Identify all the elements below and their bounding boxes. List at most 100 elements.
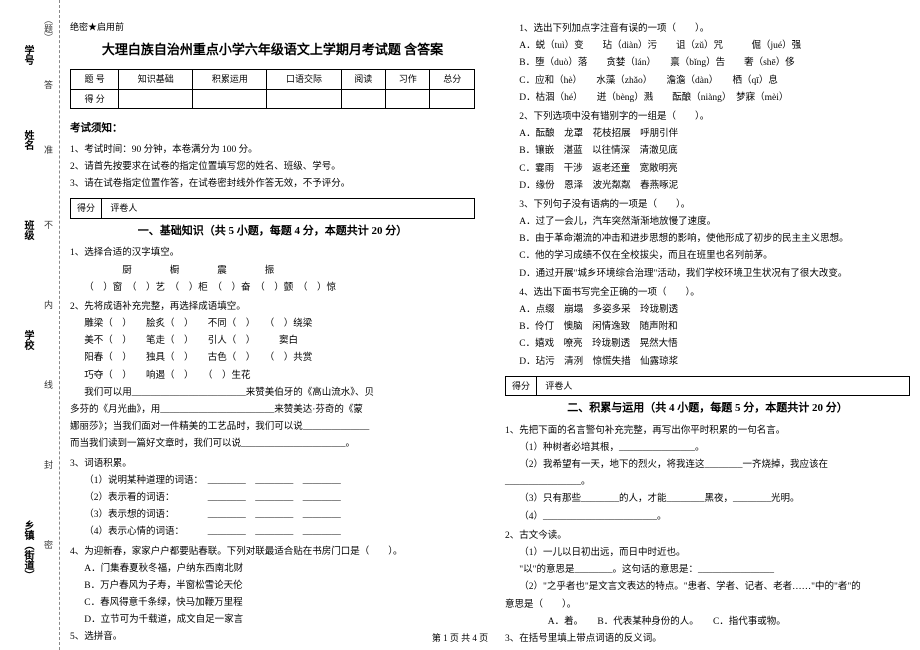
th: 总分	[430, 70, 475, 89]
p2q1-stem: 1、先把下面的名言警句补充完整，再写出你平时积累的一句名言。	[505, 424, 910, 439]
rq2-opt: C．霎雨 干涉 返老还童 宽敞明亮	[505, 162, 910, 177]
rq3-stem: 3、下列句子没有语病的一项是（ ）。	[505, 198, 910, 213]
rq2-opt: D．缘份 恩泽 波光粼粼 春燕啄泥	[505, 179, 910, 194]
rq1-opt: D．枯涸（hé） 迸（bèng）溅 酝酿（niàng） 梦寐（mèi）	[505, 91, 910, 106]
bind-mark: 内	[42, 300, 55, 309]
rq4-opt: D．玷污 清洌 惊慌失措 仙露琼浆	[505, 355, 910, 370]
r-q1: 1、选出下列加点字注音有误的一项（ ）。 A．蜕（tuì）变 玷（diàn）污 …	[505, 20, 910, 108]
rq1-opt: B．堕（duò）落 贪婪（lán） 禀（bǐng）告 奢（shē）侈	[505, 56, 910, 71]
exam-title: 大理白族自治州重点小学六年级语文上学期月考试题 含答案	[70, 40, 475, 61]
bind-mark: 答	[42, 80, 55, 89]
q1-stem: 1、选择合适的汉字填空。	[70, 246, 475, 261]
bind-label: 姓名	[20, 130, 35, 150]
q2-l: 雕梁（ ） 脍炙（ ） 不同（ ） （ ）绕梁	[70, 317, 475, 332]
rq1-stem: 1、选出下列加点字注音有误的一项（ ）。	[505, 22, 910, 37]
part1-title: 一、基础知识（共 5 小题，每题 4 分，本题共计 20 分）	[70, 223, 475, 241]
q2-l: 巧夺（ ） 响遏（ ） （ ）生花	[70, 369, 475, 384]
rq3-opt: A．过了一会儿，汽车突然渐渐地放慢了速度。	[505, 215, 910, 230]
th: 知识基础	[119, 70, 193, 89]
q3: 3、词语积累。 （1）说明某种道理的词语： ________ ________ …	[70, 455, 475, 543]
th: 题 号	[71, 70, 119, 89]
binding-strip: 学号 姓名 班级 学校 乡镇（街道） （题） 答 准 不 内 线 封 密	[0, 0, 60, 650]
q4-opt: C．春风得意千条绿，快马加鞭万里程	[70, 596, 475, 611]
bind-label: 班级	[20, 220, 35, 240]
q2-l: 美不（ ） 笔走（ ） 引人（ ） 窦白	[70, 334, 475, 349]
notice-line: 2、请首先按要求在试卷的指定位置填写您的姓名、班级、学号。	[70, 160, 475, 175]
q3-l: （1）说明某种道理的词语： ________ ________ ________	[70, 474, 475, 489]
q4-stem: 4、为迎新春，家家户户都要贴春联。下列对联最适合贴在书房门口是（ ）。	[70, 545, 475, 560]
td-blank	[119, 89, 193, 108]
rq4-opt: A．点缀 崩塌 多姿多采 玲珑剔透	[505, 303, 910, 318]
rq1-opt: C．应和（hè） 水藻（zhǎo） 澹澹（dàn） 栖（qī）息	[505, 74, 910, 89]
td-label: 得 分	[71, 89, 119, 108]
p2q1-l: （3）只有那些________的人，才能________黑夜，________光…	[505, 492, 910, 507]
q2-t: 多芬的《月光曲》，用________________________来赞美达·芬…	[70, 403, 475, 418]
q2-t: 娜丽莎》；当我们面对一件精美的工艺品时，我们可以说______________	[70, 420, 475, 435]
notice-block: 1、考试时间：90 分钟，本卷满分为 100 分。 2、请首先按要求在试卷的指定…	[70, 141, 475, 195]
td-blank	[430, 89, 475, 108]
scorebox-c1: 得分	[506, 377, 537, 395]
td-blank	[193, 89, 267, 108]
scorebox-c2: 评卷人	[539, 377, 602, 395]
p2q2-stem: 2、古文今读。	[505, 529, 910, 544]
r-q2: 2、下列选项中没有错别字的一组是（ ）。 A．酝酿 龙罩 花枝招展 呼朋引伴 B…	[505, 108, 910, 196]
q4: 4、为迎新春，家家户户都要贴春联。下列对联最适合贴在书房门口是（ ）。 A．门集…	[70, 543, 475, 631]
page-footer: 第 1 页 共 4 页	[0, 631, 920, 644]
page-columns: 绝密★启用前 大理白族自治州重点小学六年级语文上学期月考试题 含答案 题 号 知…	[70, 20, 910, 625]
bind-label: 学号	[20, 45, 35, 65]
secret-label: 绝密★启用前	[70, 20, 475, 34]
q3-stem: 3、词语积累。	[70, 457, 475, 472]
score-mini-box-2: 得分 评卷人	[505, 376, 910, 396]
bind-mark: 准	[42, 145, 55, 154]
rq2-stem: 2、下列选项中没有错别字的一组是（ ）。	[505, 110, 910, 125]
bind-mark: 密	[42, 540, 55, 549]
scorebox-c2: 评卷人	[104, 199, 167, 217]
td-blank	[341, 89, 385, 108]
score-table: 题 号 知识基础 积累运用 口语交际 阅读 习作 总分 得 分	[70, 69, 475, 109]
notice-line: 3、请在试卷指定位置作答，在试卷密封线外作答无效，不予评分。	[70, 177, 475, 192]
scorebox-c1: 得分	[71, 199, 102, 217]
rq4-opt: B．伶仃 懊脑 闲情逸致 随声附和	[505, 320, 910, 335]
q2-stem: 2、先将成语补充完整，再选择成语填空。	[70, 300, 475, 315]
p2q2-opts: A．着。 B．代表某种身份的人。 C．指代事或物。	[505, 615, 910, 630]
p2q1-l: （4）________________________。	[505, 510, 910, 525]
p2-q2: 2、古文今读。 （1）一儿以日初出远，而日中时近也。 "以"的意思是______…	[505, 527, 910, 632]
rq1-opt: A．蜕（tuì）变 玷（diàn）污 诅（zǔ）咒 倔（jué）强	[505, 39, 910, 54]
q3-l: （4）表示心情的词语： ________ ________ ________	[70, 525, 475, 540]
p2q1-l: （2）我希望有一天，地下的烈火，将我连这________一齐烧掉，我应该在	[505, 458, 910, 473]
p2-q1: 1、先把下面的名言警句补充完整，再写出你平时积累的一句名言。 （1）种树者必培其…	[505, 422, 910, 527]
r-q4: 4、选出下面书写完全正确的一项（ ）。 A．点缀 崩塌 多姿多采 玲珑剔透 B．…	[505, 284, 910, 372]
q2: 2、先将成语补充完整，再选择成语填空。 雕梁（ ） 脍炙（ ） 不同（ ） （ …	[70, 298, 475, 455]
bind-mark: 线	[42, 380, 55, 389]
p2q2-l: 意思是（ ）。	[505, 598, 910, 613]
rq2-opt: B．镶嵌 湛蓝 以往情深 清澈见底	[505, 144, 910, 159]
q1-row1: 厨 橱 震 振	[70, 264, 475, 279]
q2-t: 我们可以用________________________来赞美伯牙的《高山流水…	[70, 386, 475, 401]
p2q2-l: （1）一儿以日初出远，而日中时近也。	[505, 546, 910, 561]
rq3-opt: D．通过开展"城乡环境综合治理"活动，我们学校环境卫生状况有了很大改变。	[505, 267, 910, 282]
right-column: 1、选出下列加点字注音有误的一项（ ）。 A．蜕（tuì）变 玷（diàn）污 …	[499, 20, 910, 625]
q2-l: 阳春（ ） 独具（ ） 古色（ ） （ ）共赏	[70, 351, 475, 366]
p2q2-l: "以"的意思是________。这句话的意思是：________________	[505, 563, 910, 578]
q1: 1、选择合适的汉字填空。 厨 橱 震 振 （ ）窗 （ ）艺 （ ）柜 （ ）奋…	[70, 244, 475, 298]
th: 阅读	[341, 70, 385, 89]
q4-opt: A．门集春夏秋冬福，户纳东西南北财	[70, 562, 475, 577]
bind-mark: （题）	[42, 15, 55, 42]
q2-t: 而当我们读到一篇好文章时，我们可以说______________________…	[70, 437, 475, 452]
td-blank	[385, 89, 429, 108]
p2q1-l: （1）种树者必培其根，________________。	[505, 441, 910, 456]
q3-l: （2）表示看的词语： ________ ________ ________	[70, 491, 475, 506]
score-mini-box: 得分 评卷人	[70, 198, 475, 218]
p2q1-l: ________________。	[505, 475, 910, 490]
q4-opt: D．立节可为千载道，成文自足一家言	[70, 613, 475, 628]
notice-line: 1、考试时间：90 分钟，本卷满分为 100 分。	[70, 143, 475, 158]
notice-head: 考试须知：	[70, 121, 475, 138]
rq2-opt: A．酝酿 龙罩 花枝招展 呼朋引伴	[505, 127, 910, 142]
th: 口语交际	[267, 70, 341, 89]
q4-opt: B．万户春风为子寿，半窗松雪论天伦	[70, 579, 475, 594]
q3-l: （3）表示想的词语： ________ ________ ________	[70, 508, 475, 523]
q1-row2: （ ）窗 （ ）艺 （ ）柜 （ ）奋 （ ）颤 （ ）惊	[70, 281, 475, 296]
r-q3: 3、下列句子没有语病的一项是（ ）。 A．过了一会儿，汽车突然渐渐地放慢了速度。…	[505, 196, 910, 284]
left-column: 绝密★启用前 大理白族自治州重点小学六年级语文上学期月考试题 含答案 题 号 知…	[70, 20, 481, 625]
rq4-stem: 4、选出下面书写完全正确的一项（ ）。	[505, 286, 910, 301]
